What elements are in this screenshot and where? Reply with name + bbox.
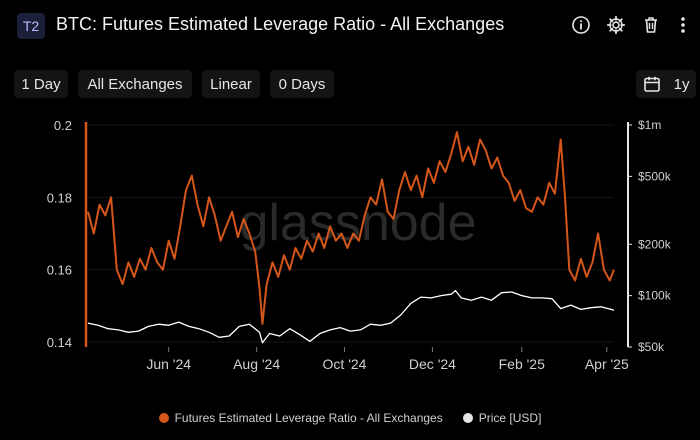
- chart-badge[interactable]: T2: [17, 13, 45, 39]
- y-left-tick-label: 0.18: [47, 190, 72, 205]
- info-icon[interactable]: [570, 14, 592, 36]
- y-left-tick-label: 0.2: [54, 118, 72, 133]
- chart-toolbar: 1 Day All Exchanges Linear 0 Days 1y: [0, 66, 700, 102]
- legend-dot-price: [462, 413, 473, 423]
- watermark: glassnode: [239, 194, 476, 252]
- range-button[interactable]: 1y: [636, 70, 696, 98]
- x-tick-label: Jun '24: [146, 356, 191, 372]
- x-tick-label: Feb '25: [499, 356, 545, 372]
- grid: [88, 124, 614, 343]
- exchange-select[interactable]: All Exchanges: [78, 70, 192, 98]
- y-right-tick-label: $50k: [638, 340, 665, 354]
- y-right-tick-label: $500k: [638, 169, 672, 183]
- legend-label-price: Price [USD]: [478, 411, 542, 425]
- legend-dot-leverage: [158, 413, 169, 423]
- chart-title: BTC: Futures Estimated Leverage Ratio - …: [56, 14, 505, 34]
- y-right-tick-label: $100k: [638, 289, 672, 303]
- gear-icon[interactable]: [605, 14, 627, 36]
- chart-header: T2 BTC: Futures Estimated Leverage Ratio…: [0, 0, 700, 52]
- x-tick-label: Oct '24: [323, 356, 367, 372]
- scale-select[interactable]: Linear: [202, 70, 260, 98]
- series: [87, 131, 615, 344]
- trash-icon[interactable]: [640, 14, 662, 36]
- more-vertical-icon[interactable]: [672, 14, 694, 36]
- legend-item-leverage[interactable]: Futures Estimated Leverage Ratio - All E…: [158, 411, 443, 425]
- y-left-tick-label: 0.14: [47, 335, 72, 350]
- chart-legend: Futures Estimated Leverage Ratio - All E…: [0, 406, 700, 430]
- leverage-chart: glassnode 0.2 0.18 0.16 0.14 $1m $500k $200k $1…: [47, 118, 672, 372]
- resolution-button[interactable]: 1 Day: [14, 70, 68, 98]
- axes: 0.2 0.18 0.16 0.14 $1m $500k $200k $100k $50k Jun…: [47, 118, 672, 372]
- x-tick-label: Aug '24: [233, 356, 280, 372]
- legend-label-leverage: Futures Estimated Leverage Ratio - All E…: [174, 411, 443, 425]
- range-label: 1y: [673, 75, 690, 93]
- x-tick-label: Dec '24: [409, 356, 456, 372]
- price-line[interactable]: [87, 289, 615, 344]
- y-right-tick-label: $200k: [638, 237, 672, 251]
- leverage-ratio-line[interactable]: [87, 131, 615, 325]
- x-tick-label: Apr '25: [585, 356, 629, 372]
- y-left-tick-label: 0.16: [47, 263, 72, 278]
- y-right-tick-label: $1m: [638, 118, 661, 132]
- calendar-icon: [643, 76, 660, 92]
- legend-item-price[interactable]: Price [USD]: [462, 411, 542, 425]
- sma-select[interactable]: 0 Days: [270, 70, 334, 98]
